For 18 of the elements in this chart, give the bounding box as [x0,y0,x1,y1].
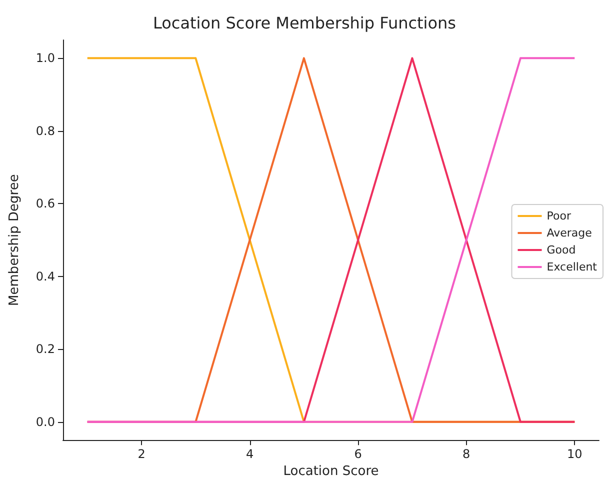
x-tick-label: 4 [246,447,254,462]
y-tick-label: 0.0 [36,414,55,429]
x-tick-label: 10 [566,447,582,462]
y-tick-label: 0.4 [36,269,55,284]
legend-label: Good [546,244,576,256]
x-tick-label: 6 [354,447,362,462]
x-axis-title: Location Score [283,464,379,479]
legend-label: Poor [546,210,572,222]
x-tick-label: 8 [462,447,470,462]
y-tick-label: 1.0 [36,51,55,66]
x-tick-label: 2 [138,447,146,462]
legend-label: Excellent [546,260,598,274]
y-tick-label: 0.6 [36,196,55,211]
chart-title: Location Score Membership Functions [152,14,456,32]
y-tick-label: 0.2 [36,342,55,356]
y-tick-label: 0.8 [36,124,55,138]
legend-label: Average [546,226,592,240]
y-axis-title: Membership Degree [7,174,22,306]
